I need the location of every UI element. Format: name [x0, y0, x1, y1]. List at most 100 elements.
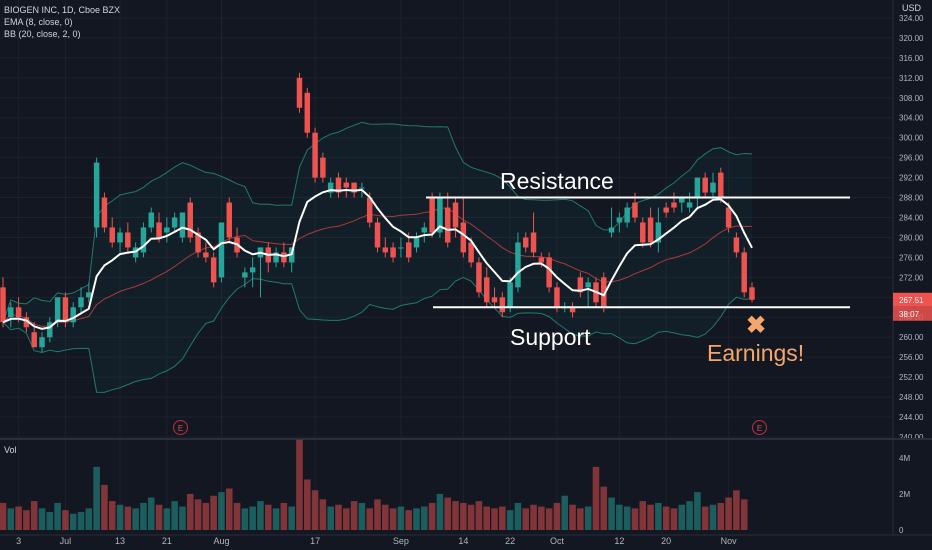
candle-body	[398, 247, 404, 249]
candle-body	[585, 282, 591, 288]
candle-body	[195, 232, 201, 253]
candle-body	[491, 297, 498, 303]
y-tick-label: 324.00	[899, 14, 924, 23]
volume-bar	[93, 466, 100, 530]
candle-body	[413, 237, 420, 248]
volume-bar	[218, 492, 225, 530]
volume-bar	[600, 486, 608, 530]
candle-body	[304, 92, 311, 133]
x-tick-label: 14	[458, 536, 468, 546]
candle-body	[679, 197, 685, 203]
candle-body	[109, 227, 115, 243]
volume-bar	[374, 499, 381, 530]
volume-bar	[436, 493, 444, 530]
candle-body	[31, 332, 37, 348]
candle-body	[171, 217, 178, 228]
x-tick-label: 17	[310, 536, 320, 546]
y-tick-label: 292.00	[899, 174, 924, 183]
volume-tick-label: 2M	[899, 490, 910, 499]
volume-bar	[288, 506, 295, 530]
volume-bar	[171, 501, 178, 530]
volume-bar	[452, 501, 459, 530]
volume-bar	[124, 506, 132, 530]
candle-body	[554, 287, 560, 308]
candle-body	[8, 307, 14, 318]
volume-tick-label: 4M	[899, 454, 910, 463]
volume-bar	[194, 499, 202, 530]
y-tick-label: 280.00	[899, 233, 924, 242]
volume-bar	[444, 497, 451, 530]
volume-bar	[397, 506, 405, 530]
y-tick-label: 288.00	[899, 194, 924, 203]
volume-bar	[670, 508, 678, 530]
candle-body	[156, 222, 162, 238]
volume-bar	[225, 488, 233, 530]
volume-bar	[101, 484, 108, 530]
x-tick-label: 20	[661, 536, 671, 546]
last-price-label: 267.51	[899, 296, 924, 305]
volume-tick-label: 0	[899, 526, 904, 535]
x-tick-label: 21	[162, 536, 172, 546]
candle-body	[483, 277, 490, 303]
volume-bar	[740, 499, 748, 530]
volume-bar	[23, 510, 30, 530]
candle-body	[725, 207, 732, 228]
candle-body	[686, 202, 693, 208]
candle-body	[749, 287, 755, 300]
volume-bar	[538, 506, 545, 530]
candle-body	[125, 232, 131, 248]
candle-body	[444, 207, 451, 243]
volume-bar	[717, 502, 725, 530]
volume-bar	[54, 502, 61, 530]
volume-bar	[382, 504, 389, 530]
volume-bar	[132, 508, 139, 530]
bollinger-band-fill	[3, 122, 752, 393]
volume-bar	[733, 490, 740, 530]
earnings-event-badge[interactable]: E	[752, 420, 767, 435]
candle-body	[117, 232, 123, 243]
candle-body	[601, 277, 607, 308]
symbol-label: BIOGEN INC, 1D, Cboe BZX	[4, 5, 121, 15]
volume-bar	[639, 501, 647, 530]
volume-bar	[569, 504, 576, 530]
earnings-event-badge[interactable]: E	[173, 420, 188, 435]
volume-bar	[514, 502, 522, 530]
bollinger-lower-line	[2, 277, 753, 393]
candle-body	[632, 202, 638, 218]
candle-body	[546, 257, 552, 288]
candle-body	[421, 227, 428, 233]
volume-bar	[358, 502, 366, 530]
volume-bar	[561, 495, 569, 530]
volume-bar	[491, 508, 498, 530]
volume-bar	[46, 511, 54, 530]
volume-bar	[343, 508, 350, 530]
candle-body	[538, 257, 545, 263]
volume-bar	[15, 506, 22, 530]
candle-body	[663, 207, 669, 213]
candle-body	[460, 222, 467, 253]
volume-bar	[140, 502, 147, 530]
y-tick-label: 276.00	[899, 253, 924, 262]
candle-body	[47, 322, 53, 338]
volume-bar	[522, 508, 530, 530]
volume-bar	[210, 495, 217, 530]
volume-bar	[38, 508, 46, 530]
volume-bar	[69, 513, 77, 530]
volume-bar	[467, 504, 475, 530]
earnings-marker-icon: ✖	[746, 312, 767, 339]
candle-body	[203, 252, 209, 258]
last-price-tag	[893, 292, 932, 307]
countdown-label: 38:07	[899, 310, 920, 319]
volume-bar	[655, 502, 662, 530]
resistance-label: Resistance	[500, 168, 614, 194]
volume-bar	[709, 504, 717, 530]
candle-body	[405, 242, 412, 258]
y-tick-label: 296.00	[899, 154, 924, 163]
candle-body	[655, 222, 662, 243]
volume-bar	[116, 504, 124, 530]
volume-bar	[304, 479, 311, 530]
volume-bar	[280, 502, 288, 530]
volume-bar	[296, 439, 303, 530]
volume-bar	[647, 504, 654, 530]
